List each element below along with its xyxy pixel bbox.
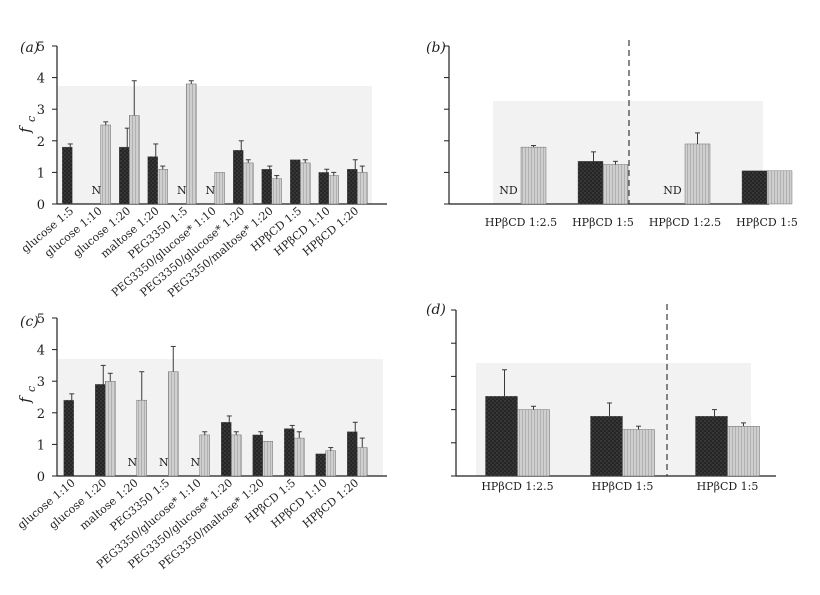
- panel-label: (c): [20, 314, 39, 330]
- bar-dark: [290, 159, 301, 205]
- bar-light: [325, 450, 336, 477]
- bar-dark: [695, 416, 728, 477]
- bar-light: [271, 178, 282, 205]
- bar-light: [517, 409, 550, 477]
- category-label: HPβCD 1:20: [300, 476, 361, 530]
- y-tick-label: 1: [37, 438, 45, 453]
- bar-light: [199, 434, 210, 477]
- bar-light: [520, 146, 547, 205]
- bar-light: [357, 447, 368, 477]
- y-tick-label: 1: [37, 166, 45, 181]
- bar-dark: [119, 146, 130, 205]
- bar-dark: [221, 422, 232, 477]
- y-axis-label-f: f: [16, 125, 34, 134]
- bar-light: [231, 434, 242, 477]
- bar-light: [602, 164, 629, 205]
- bar-dark: [147, 156, 158, 205]
- category-label: HPβCD 1:2.5: [481, 480, 553, 493]
- bar-light: [622, 429, 655, 477]
- y-tick-label: 3: [37, 375, 45, 390]
- y-axis-label-sub: c: [25, 116, 38, 122]
- category-label: HPβCD 1:5: [592, 480, 654, 493]
- category-label: HPβCD 1:5: [736, 216, 798, 229]
- bar-light: [129, 115, 140, 205]
- bar-light: [766, 170, 793, 205]
- category-label: HPβCD 1:2.5: [485, 216, 557, 229]
- bar-dark: [315, 453, 326, 477]
- bar-dark: [577, 161, 604, 205]
- y-axis-label-sub: c: [25, 386, 38, 392]
- bar-dark: [233, 150, 244, 205]
- y-tick-label: 3: [37, 103, 45, 118]
- bar-dark: [284, 428, 295, 477]
- bar-light: [328, 175, 339, 205]
- bar-dark: [590, 416, 623, 477]
- nd-label: ND: [663, 184, 682, 197]
- bar-dark: [252, 434, 263, 477]
- bar-light: [262, 441, 273, 477]
- panel-label: (a): [20, 40, 39, 56]
- bar-light: [727, 426, 760, 477]
- bar-light: [136, 399, 147, 477]
- y-tick-label: 0: [37, 198, 45, 213]
- bar-light: [684, 143, 711, 205]
- bar-light: [243, 162, 254, 205]
- y-tick-label: 5: [37, 312, 45, 327]
- nd-label: ND: [499, 184, 518, 197]
- bar-dark: [485, 396, 518, 477]
- bar-light: [157, 169, 168, 205]
- y-tick-label: 0: [37, 470, 45, 485]
- bar-light: [357, 172, 368, 205]
- bar-dark: [741, 170, 768, 205]
- category-label: HPβCD 1:5: [697, 480, 759, 493]
- bar-dark: [347, 431, 358, 477]
- y-axis-label-f: f: [16, 395, 34, 404]
- panel-label: (b): [426, 40, 446, 56]
- y-tick-label: 5: [37, 40, 45, 55]
- y-axis-label: fc: [16, 116, 38, 134]
- panel-label: (d): [426, 302, 446, 318]
- y-axis-label: fc: [16, 386, 38, 404]
- bar-light: [294, 437, 305, 477]
- bar-light: [100, 124, 111, 205]
- bar-dark: [62, 146, 73, 205]
- panel-b-chart: (b) ND HPβCD 1:2.5 HPβCD 1:5 ND HPβCD 1:2.5 HP…: [426, 40, 798, 229]
- category-label: HPβCD 1:2.5: [649, 216, 721, 229]
- bar-dark: [63, 399, 74, 477]
- y-tick-label: 2: [37, 407, 45, 422]
- y-tick-label: 4: [37, 72, 45, 87]
- bar-dark: [261, 169, 272, 205]
- y-tick-label: 4: [37, 344, 45, 359]
- category-label: HPβCD 1:5: [572, 216, 634, 229]
- bar-dark: [95, 384, 106, 477]
- bar-light: [214, 172, 225, 205]
- bar-dark: [347, 169, 358, 205]
- y-tick-label: 2: [37, 135, 45, 150]
- bar-dark: [318, 172, 329, 205]
- bar-light: [168, 371, 179, 477]
- bar-light: [300, 162, 311, 205]
- bar-light: [186, 83, 197, 205]
- bar-light: [105, 381, 116, 477]
- panel-d-chart: (d) HPβCD 1:2.5 HPβCD 1:5 HPβCD 1:5: [426, 302, 776, 493]
